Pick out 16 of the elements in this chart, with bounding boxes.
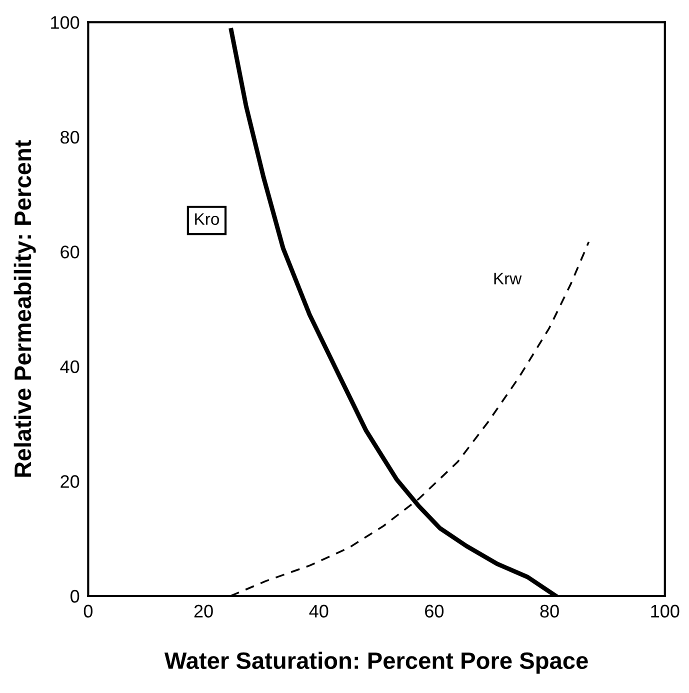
y-tick-label: 80: [60, 130, 80, 144]
y-tick-label: 100: [51, 16, 80, 29]
x-tick-label: 80: [540, 604, 559, 618]
text: Kro: [195, 213, 219, 225]
y-axis-title: Relative Permeability: Percent: [14, 140, 36, 477]
x-tick-label: 20: [194, 604, 213, 618]
text: Krw: [494, 272, 522, 284]
y-tick-label: 0: [70, 590, 80, 603]
y-tick-label: 20: [60, 475, 80, 488]
y-tick-label: 60: [60, 246, 80, 258]
x-tick-label: 100: [651, 604, 680, 618]
x-tick-label: 0: [84, 604, 93, 618]
x-tick-label: 40: [309, 604, 328, 618]
x-tick-label: 60: [425, 604, 444, 618]
x-axis-title: Water Saturation: Percent Pore Space: [164, 652, 588, 674]
y-tick-label: 40: [60, 360, 80, 374]
